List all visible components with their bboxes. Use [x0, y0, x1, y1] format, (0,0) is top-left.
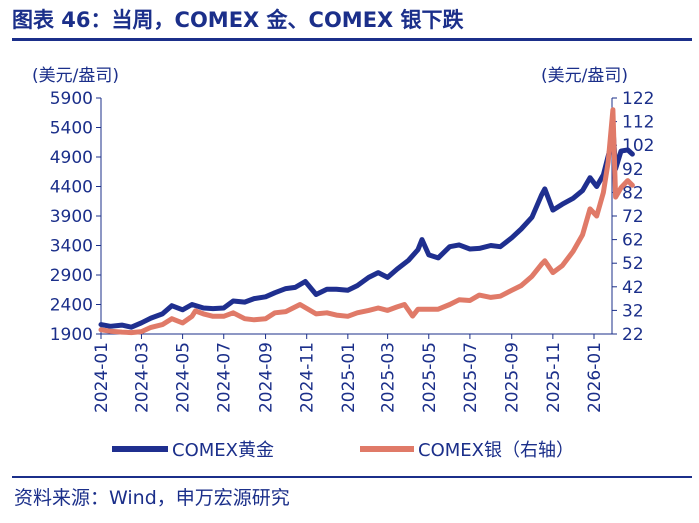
legend-label-silver: COMEX银（右轴） — [418, 440, 574, 461]
left-tick-label: 3900 — [50, 207, 93, 227]
right-tick-label: 32 — [622, 301, 644, 321]
left-tick-label: 4900 — [50, 148, 93, 168]
source-divider — [12, 476, 692, 478]
series-line-gold — [98, 125, 635, 330]
x-tick-label: 2024-07 — [215, 342, 235, 413]
right-tick-label: 82 — [622, 183, 644, 203]
left-tick-label: 1900 — [50, 325, 93, 345]
x-tick-label: 2024-01 — [92, 342, 112, 413]
right-tick-label: 72 — [622, 207, 644, 227]
left-tick-label: 5900 — [50, 89, 93, 109]
right-tick-label: 112 — [622, 113, 654, 133]
left-axis-unit: (美元/盎司) — [32, 66, 119, 86]
right-tick-label: 52 — [622, 254, 644, 274]
plot-layer: 1900 2400 2900 3400 3900 4400 4900 5400 5900 22 32… — [50, 89, 655, 413]
x-tick-label: 2024-09 — [257, 342, 277, 413]
series-line-silver — [98, 107, 635, 336]
right-tick-label: 42 — [622, 278, 644, 298]
left-tick-label: 3400 — [50, 237, 93, 257]
title-divider — [12, 38, 692, 41]
left-tick-label: 4400 — [50, 178, 93, 198]
right-tick-label: 62 — [622, 231, 644, 251]
x-tick-label: 2025-03 — [379, 342, 399, 413]
x-tick-label: 2025-01 — [339, 342, 359, 413]
x-tick-label: 2025-05 — [420, 342, 440, 413]
source-note: 资料来源：Wind，申万宏源研究 — [14, 487, 290, 509]
right-tick-label: 92 — [622, 160, 644, 180]
x-tick-label: 2026-01 — [585, 342, 605, 413]
left-tick-label: 5400 — [50, 119, 93, 139]
legend: COMEX黄金 COMEX银（右轴） — [112, 440, 574, 461]
right-tick-label: 122 — [622, 89, 654, 109]
x-tick-label: 2025-07 — [461, 342, 481, 413]
x-tick-label: 2024-11 — [298, 342, 318, 413]
left-tick-label: 2400 — [50, 296, 93, 316]
x-tick-label: 2025-09 — [503, 342, 523, 413]
x-tick-label: 2024-05 — [174, 342, 194, 413]
x-tick-label: 2025-11 — [544, 342, 564, 413]
legend-label-gold: COMEX黄金 — [172, 440, 274, 461]
left-tick-label: 2900 — [50, 266, 93, 286]
right-tick-label: 102 — [622, 136, 654, 156]
right-axis-unit: (美元/盎司) — [541, 66, 628, 86]
x-tick-label: 2024-03 — [132, 342, 152, 413]
right-tick-label: 22 — [622, 325, 644, 345]
chart-title: 图表 46：当周，COMEX 金、COMEX 银下跌 — [12, 8, 464, 32]
